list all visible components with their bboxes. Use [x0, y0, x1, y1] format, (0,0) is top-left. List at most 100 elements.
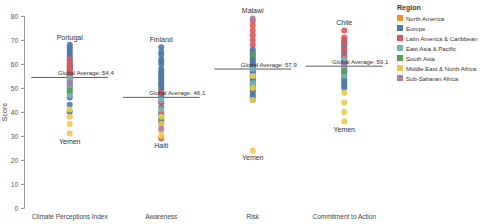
- dot: [67, 107, 73, 113]
- dot: [67, 80, 73, 86]
- y-tick: 20: [11, 157, 24, 164]
- legend-swatch: [397, 25, 403, 31]
- y-tick-mark: [21, 184, 24, 185]
- dot: [158, 107, 164, 113]
- legend-label: South Asia: [406, 56, 435, 62]
- y-tick: 50: [11, 85, 24, 92]
- y-tick: 0: [14, 205, 24, 212]
- dot: [67, 131, 73, 137]
- legend-label: North America: [406, 16, 445, 22]
- dot: [250, 85, 256, 91]
- legend: RegionNorth AmericaEuropeLatin America &…: [397, 4, 477, 82]
- legend-swatch: [397, 65, 403, 71]
- y-tick-label: 30: [11, 133, 19, 140]
- y-tick-mark: [21, 208, 24, 209]
- y-tick-label: 40: [11, 109, 19, 116]
- dot: [341, 119, 347, 125]
- y-tick-label: 20: [11, 157, 19, 164]
- dot: [67, 87, 73, 93]
- dot: [158, 126, 164, 132]
- dot: [158, 97, 164, 103]
- dot: [250, 15, 256, 21]
- y-tick: 30: [11, 133, 24, 140]
- y-tick: 60: [11, 61, 24, 68]
- legend-title: Region: [397, 4, 421, 12]
- dot: [67, 80, 73, 86]
- y-axis: 0 10 20 30 40 50 60 70 80: [11, 13, 25, 212]
- legend-swatch: [397, 55, 403, 61]
- y-axis-line: [21, 17, 25, 209]
- dot: [250, 97, 256, 103]
- y-tick-label: 0: [14, 205, 18, 212]
- dot: [341, 90, 347, 96]
- dot: [341, 39, 347, 45]
- legend-swatch: [397, 45, 403, 51]
- y-tick-mark: [21, 40, 24, 41]
- x-tick-label: Risk: [246, 213, 259, 220]
- dot: [250, 85, 256, 91]
- legend-swatch: [397, 75, 403, 81]
- x-tick: Climate Perceptions Index: [32, 211, 109, 221]
- dot: [250, 97, 256, 103]
- y-tick: 40: [11, 109, 24, 116]
- dot: [67, 114, 73, 120]
- y-tick-mark: [21, 112, 24, 113]
- dot: [158, 114, 164, 120]
- dot: [250, 73, 256, 79]
- y-tick-label: 50: [11, 85, 19, 92]
- dot: [341, 27, 347, 33]
- legend-label: Middle East & North Africa: [406, 66, 477, 72]
- x-tick: Risk: [246, 211, 259, 220]
- dot: [250, 51, 256, 57]
- x-tick: Awareness: [145, 211, 178, 220]
- y-tick-mark: [21, 16, 24, 17]
- x-tick-label: Climate Perceptions Index: [32, 213, 109, 221]
- dot: [250, 73, 256, 79]
- country-label: Chile: [336, 19, 352, 26]
- y-tick-mark: [21, 136, 24, 137]
- dot: [67, 121, 73, 127]
- x-tick-label: Awareness: [145, 213, 178, 220]
- dot: [250, 51, 256, 57]
- average-label: Global Average: 46,1: [149, 90, 206, 96]
- legend-swatch: [397, 15, 403, 21]
- y-tick-label: 80: [11, 13, 19, 20]
- average-label: Global Average: 57,9: [241, 62, 298, 68]
- legend-label: East Asia & Pacific: [406, 46, 456, 52]
- dot: [341, 47, 347, 53]
- country-label: Yemen: [333, 126, 355, 133]
- y-tick: 80: [11, 13, 24, 20]
- country-label: Malawi: [242, 7, 264, 14]
- y-tick: 70: [11, 37, 24, 44]
- chart: 01020304050607080ScoreClimate Perception…: [0, 0, 500, 224]
- legend-swatch: [397, 35, 403, 41]
- dot: [341, 68, 347, 74]
- dot: [341, 68, 347, 74]
- y-tick-label: 60: [11, 61, 19, 68]
- x-tick: Commitment to Action: [312, 211, 376, 220]
- average-label: Global Average: 59,1: [332, 59, 389, 65]
- country-label: Finland: [150, 36, 173, 43]
- dot: [341, 39, 347, 45]
- y-tick-mark: [21, 64, 24, 65]
- dot: [250, 42, 256, 48]
- country-label: Yemen: [242, 154, 264, 161]
- legend-label: Europe: [406, 26, 426, 32]
- y-tick: 10: [11, 181, 24, 188]
- country-label: Portugal: [57, 34, 84, 42]
- dot: [250, 73, 256, 79]
- dot: [158, 114, 164, 120]
- y-tick-mark: [21, 160, 24, 161]
- y-tick-mark: [21, 88, 24, 89]
- country-label: Yemen: [59, 138, 81, 145]
- dot: [341, 109, 347, 115]
- dot: [341, 47, 347, 53]
- plot-area: [31, 15, 382, 153]
- annotations: Global Average: 54,4 Global Average: 46,1…: [57, 7, 389, 161]
- x-axis: Climate Perceptions Index Awareness Risk Co…: [32, 211, 377, 221]
- average-label: Global Average: 54,4: [58, 70, 115, 76]
- y-tick-label: 10: [11, 181, 19, 188]
- y-tick-label: 70: [11, 37, 19, 44]
- dot: [250, 147, 256, 153]
- legend-label: Sub-Saharan Africa: [406, 76, 459, 82]
